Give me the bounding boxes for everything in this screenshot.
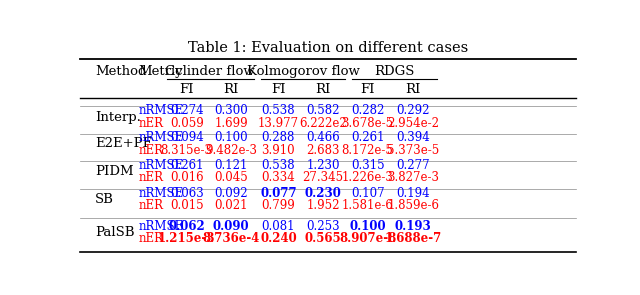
Text: 3.827e-3: 3.827e-3 [387,171,439,184]
Text: 0.282: 0.282 [351,104,385,117]
Text: 0.466: 0.466 [306,131,340,144]
Text: Interp.: Interp. [95,111,141,124]
Text: nRMSE: nRMSE [138,219,184,232]
Text: 0.059: 0.059 [170,117,204,130]
Text: 0.277: 0.277 [397,159,430,172]
Text: 0.538: 0.538 [262,159,295,172]
Text: RI: RI [223,83,239,96]
Text: 0.799: 0.799 [262,199,295,212]
Text: 0.292: 0.292 [397,104,430,117]
Text: RDGS: RDGS [374,65,415,78]
Text: 0.253: 0.253 [306,219,340,232]
Text: nRMSE: nRMSE [138,187,184,200]
Text: nRMSE: nRMSE [138,159,184,172]
Text: FI: FI [179,83,194,96]
Text: 0.121: 0.121 [214,159,248,172]
Text: Table 1: Evaluation on different cases: Table 1: Evaluation on different cases [188,41,468,55]
Text: 0.193: 0.193 [395,219,432,232]
Text: 8.736e-4: 8.736e-4 [203,232,260,245]
Text: 1.859e-6: 1.859e-6 [387,199,439,212]
Text: nRMSE: nRMSE [138,131,184,144]
Text: 2.683: 2.683 [307,144,340,157]
Text: 1.215e-3: 1.215e-3 [158,232,216,245]
Text: 0.315: 0.315 [351,159,385,172]
Text: nRMSE: nRMSE [138,104,184,117]
Text: 0.094: 0.094 [170,131,204,144]
Text: 0.100: 0.100 [349,219,386,232]
Text: 0.092: 0.092 [214,187,248,200]
Text: 0.107: 0.107 [351,187,385,200]
Text: 1.581e-6: 1.581e-6 [342,199,394,212]
Text: 1.699: 1.699 [214,117,248,130]
Text: RI: RI [316,83,331,96]
Text: 1.952: 1.952 [307,199,340,212]
Text: 8.907e-8: 8.907e-8 [339,232,396,245]
Text: 0.063: 0.063 [170,187,204,200]
Text: 8.315e-3: 8.315e-3 [161,144,212,157]
Text: 9.482e-3: 9.482e-3 [205,144,257,157]
Text: 1.226e-3: 1.226e-3 [342,171,394,184]
Text: 1.688e-7: 1.688e-7 [385,232,442,245]
Text: 0.021: 0.021 [214,199,248,212]
Text: 0.261: 0.261 [351,131,385,144]
Text: 0.090: 0.090 [213,219,250,232]
Text: nER: nER [138,199,164,212]
Text: 8.172e-5: 8.172e-5 [342,144,394,157]
Text: 3.910: 3.910 [262,144,295,157]
Text: 0.240: 0.240 [260,232,297,245]
Text: 0.565: 0.565 [305,232,341,245]
Text: 0.062: 0.062 [168,219,205,232]
Text: 0.538: 0.538 [262,104,295,117]
Text: 0.334: 0.334 [262,171,295,184]
Text: 0.300: 0.300 [214,104,248,117]
Text: nER: nER [138,171,164,184]
Text: 0.015: 0.015 [170,199,204,212]
Text: SB: SB [95,193,114,206]
Text: 0.274: 0.274 [170,104,204,117]
Text: FI: FI [271,83,285,96]
Text: Method: Method [95,65,147,78]
Text: 0.100: 0.100 [214,131,248,144]
Text: 0.582: 0.582 [307,104,340,117]
Text: 0.016: 0.016 [170,171,204,184]
Text: 0.288: 0.288 [262,131,295,144]
Text: RI: RI [406,83,421,96]
Text: 0.045: 0.045 [214,171,248,184]
Text: 0.194: 0.194 [397,187,430,200]
Text: nER: nER [138,117,164,130]
Text: FI: FI [360,83,375,96]
Text: 13.977: 13.977 [258,117,299,130]
Text: PIDM: PIDM [95,165,134,178]
Text: E2E+PF: E2E+PF [95,137,152,150]
Text: 0.230: 0.230 [305,187,342,200]
Text: 0.261: 0.261 [170,159,204,172]
Text: 1.230: 1.230 [307,159,340,172]
Text: PalSB: PalSB [95,226,134,239]
Text: Cylinder flow: Cylinder flow [165,65,255,78]
Text: 6.222e2: 6.222e2 [299,117,347,130]
Text: 0.081: 0.081 [262,219,295,232]
Text: 2.954e-2: 2.954e-2 [387,117,439,130]
Text: nER: nER [138,144,164,157]
Text: 27.345: 27.345 [303,171,344,184]
Text: Metric: Metric [138,65,183,78]
Text: Kolmogorov flow: Kolmogorov flow [247,65,360,78]
Text: 0.394: 0.394 [396,131,430,144]
Text: nER: nER [138,232,164,245]
Text: 0.077: 0.077 [260,187,297,200]
Text: 3.678e-5: 3.678e-5 [342,117,394,130]
Text: 5.373e-5: 5.373e-5 [387,144,440,157]
